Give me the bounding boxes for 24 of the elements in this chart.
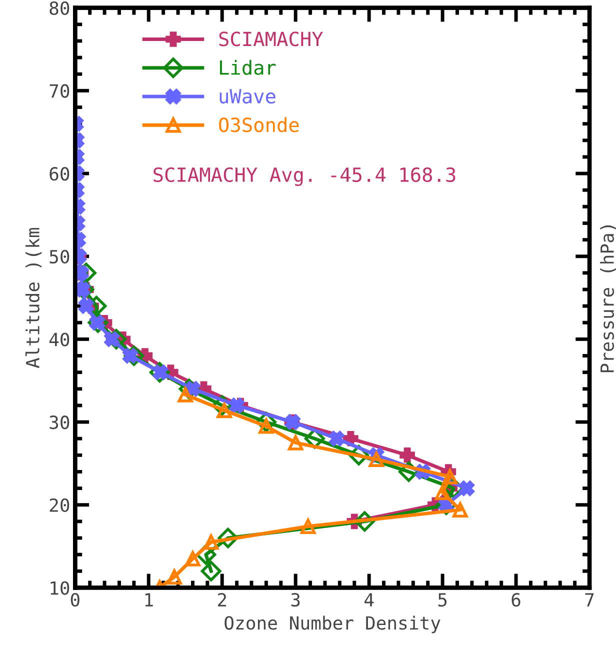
legend-label: SCIAMACHY bbox=[219, 32, 323, 46]
y-tick-label: 20 bbox=[50, 498, 70, 512]
x-tick-label: 7 bbox=[585, 593, 594, 606]
legend-label: Lidar bbox=[220, 60, 276, 75]
x-axis-title: Ozone Number Density bbox=[224, 616, 440, 634]
x-tick-label: 6 bbox=[512, 592, 520, 607]
y-tick-label: 80 bbox=[50, 1, 70, 15]
x-tick-label: 1 bbox=[145, 593, 153, 606]
y-tick-label: 60 bbox=[50, 167, 70, 181]
y2-axis-title: Pressure (hPa) bbox=[600, 225, 616, 372]
legend-label: uWave bbox=[220, 89, 276, 104]
x-tick-label: 5 bbox=[438, 593, 447, 607]
x-tick-label: 4 bbox=[364, 593, 374, 606]
x-tick-label: 0 bbox=[70, 592, 80, 607]
legend-label: O3Sonde bbox=[219, 117, 299, 132]
y-tick-label: 30 bbox=[50, 416, 70, 430]
y-tick-label: 70 bbox=[50, 84, 70, 98]
x-tick-label: 2 bbox=[218, 592, 226, 606]
y-axis-title: Altitude )(km bbox=[25, 228, 42, 368]
y-tick-label: 40 bbox=[49, 332, 70, 346]
annotation: SCIAMACHY Avg. -45.4 168.3 bbox=[154, 167, 456, 186]
y-tick-label: 10 bbox=[50, 581, 70, 595]
y-tick-label: 50 bbox=[50, 250, 70, 264]
x-tick-label: 3 bbox=[291, 592, 300, 607]
